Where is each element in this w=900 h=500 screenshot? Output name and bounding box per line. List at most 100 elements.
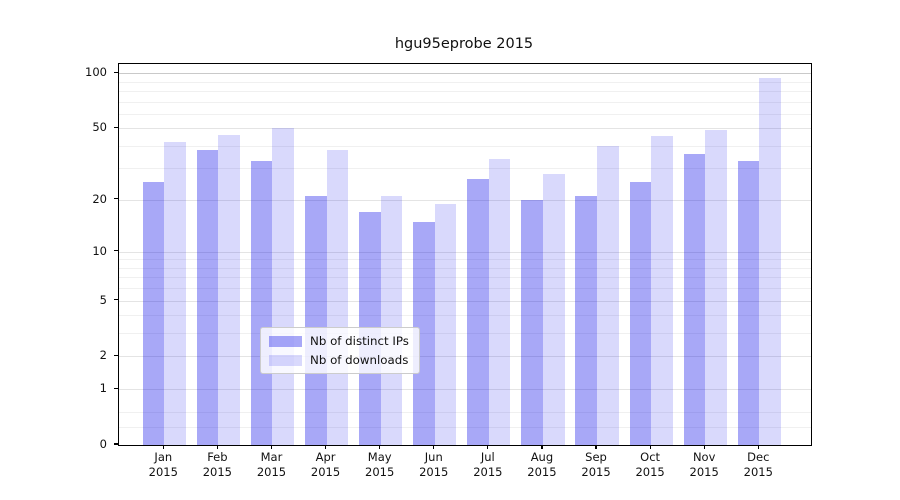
y-tick-mark [113, 71, 118, 73]
bar-distinct-ips [467, 179, 489, 445]
y-tick-label: 1 [99, 381, 107, 396]
x-tick-label: Nov 2015 [677, 450, 731, 480]
legend-item-downloads: Nb of downloads [269, 353, 409, 367]
plot-area [118, 63, 812, 446]
y-tick-label: 20 [92, 191, 107, 206]
major-gridline [119, 389, 811, 391]
x-tick-month: Oct [640, 450, 661, 464]
x-tick-year: 2015 [743, 465, 773, 479]
x-tick-month: Dec [747, 450, 770, 464]
x-tick-month: May [367, 450, 392, 464]
y-tick-label: 5 [99, 292, 107, 307]
x-tick-label: Oct 2015 [623, 450, 677, 480]
minor-gridline [119, 315, 811, 317]
x-tick-mark [595, 445, 597, 450]
x-tick-label: Apr 2015 [299, 450, 353, 480]
major-gridline [119, 128, 811, 130]
bar-downloads [759, 78, 781, 445]
x-tick-label: Jan 2015 [136, 450, 190, 480]
x-tick-month: Mar [260, 450, 283, 464]
major-gridline [119, 300, 811, 302]
x-tick-year: 2015 [310, 465, 341, 479]
legend-swatch-distinct-ips [269, 335, 302, 347]
x-tick-year: 2015 [148, 465, 178, 479]
x-tick-mark [541, 445, 543, 450]
major-gridline [119, 356, 811, 358]
x-tick-mark [487, 445, 489, 450]
bar-distinct-ips [413, 221, 435, 445]
x-tick-year: 2015 [581, 465, 611, 479]
x-tick-mark [757, 445, 759, 450]
y-tick-mark [113, 299, 118, 301]
legend-label-downloads: Nb of downloads [310, 353, 409, 367]
major-gridline [119, 199, 811, 201]
minor-gridline [119, 259, 811, 261]
x-tick-label: Jun 2015 [407, 450, 461, 480]
x-tick-label: Jul 2015 [461, 450, 515, 480]
bar-downloads [380, 195, 403, 445]
x-tick-mark [703, 445, 705, 450]
x-tick-mark [162, 445, 164, 450]
y-tick-mark [113, 126, 118, 128]
minor-gridline [119, 277, 811, 279]
x-tick-year: 2015 [689, 465, 719, 479]
legend-swatch-downloads [269, 354, 302, 366]
x-tick-month: Nov [692, 450, 716, 464]
y-tick-label: 50 [92, 120, 107, 135]
x-tick-year: 2015 [473, 465, 503, 479]
y-tick-mark [113, 198, 118, 200]
x-tick-month: Apr [315, 450, 336, 464]
legend-item-distinct-ips: Nb of distinct IPs [269, 334, 409, 348]
x-tick-year: 2015 [527, 465, 557, 479]
bar-downloads [597, 145, 619, 445]
x-tick-year: 2015 [419, 465, 449, 479]
x-tick-month: Sep [585, 450, 607, 464]
x-tick-label: Dec 2015 [731, 450, 785, 480]
bar-distinct-ips [304, 195, 327, 445]
x-tick-month: Jan [154, 450, 173, 464]
x-tick-year: 2015 [202, 465, 233, 479]
bar-downloads [705, 129, 727, 445]
minor-gridline [119, 333, 811, 335]
bar-distinct-ips [250, 160, 273, 445]
x-tick-mark [270, 445, 273, 450]
major-gridline [119, 251, 811, 253]
minor-gridline [119, 267, 811, 269]
x-tick-mark [379, 445, 381, 450]
y-tick-mark [113, 354, 118, 357]
bar-downloads [164, 141, 186, 445]
bar-distinct-ips [575, 195, 597, 445]
bar-distinct-ips [196, 149, 219, 445]
minor-gridline [119, 90, 811, 92]
x-tick-mark [649, 445, 651, 450]
bar-distinct-ips [683, 154, 706, 445]
x-tick-label: Mar 2015 [244, 450, 298, 480]
x-tick-year: 2015 [635, 465, 665, 479]
minor-gridline [119, 168, 811, 170]
bar-downloads [434, 203, 457, 445]
x-tick-month: Jun [424, 450, 443, 464]
bar-distinct-ips [629, 182, 652, 445]
minor-gridline [119, 412, 811, 414]
y-tick-label: 100 [85, 65, 107, 80]
bar-downloads [488, 158, 511, 445]
y-tick-label: 10 [92, 243, 107, 258]
legend: Nb of distinct IPs Nb of downloads [260, 327, 420, 374]
x-tick-label: Feb 2015 [190, 450, 244, 480]
minor-gridline [119, 288, 811, 290]
bar-downloads [218, 134, 240, 445]
bar-downloads [542, 173, 565, 445]
x-tick-month: Feb [207, 450, 228, 464]
x-tick-mark [433, 445, 435, 450]
minor-gridline [119, 427, 811, 429]
minor-gridline [119, 145, 811, 147]
y-tick-mark [113, 443, 118, 445]
y-tick-label: 2 [99, 348, 107, 363]
x-tick-label: May 2015 [353, 450, 407, 480]
x-tick-label: Aug 2015 [515, 450, 569, 480]
chart-title: hgu95eprobe 2015 [394, 36, 534, 52]
bar-downloads [272, 128, 295, 445]
x-tick-month: Jul [480, 450, 495, 464]
minor-gridline [119, 113, 811, 115]
